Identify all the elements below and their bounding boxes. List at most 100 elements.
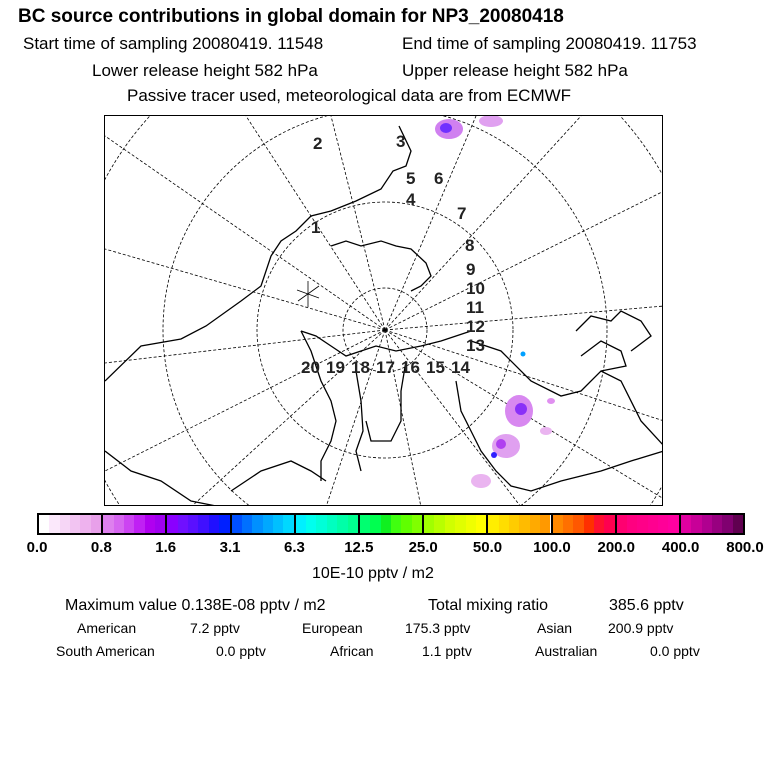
tracer-note: Passive tracer used, meteorological data… bbox=[127, 86, 572, 105]
colorbar-swatch bbox=[370, 515, 381, 533]
colorbar-swatch bbox=[455, 515, 466, 533]
traj-label: 15 bbox=[426, 358, 445, 377]
graticule bbox=[105, 116, 662, 505]
colorbar-swatch bbox=[49, 515, 60, 533]
lower-release-height: Lower release height 582 hPa bbox=[92, 61, 318, 80]
colorbar-swatch bbox=[529, 515, 541, 533]
colorbar-swatch bbox=[732, 515, 744, 533]
traj-label: 3 bbox=[396, 132, 405, 151]
traj-label: 14 bbox=[451, 358, 470, 377]
colorbar-swatch bbox=[701, 515, 712, 533]
traj-label: 8 bbox=[465, 236, 474, 255]
traj-label: 12 bbox=[466, 317, 485, 336]
traj-label: 16 bbox=[401, 358, 420, 377]
colorbar-swatch bbox=[711, 515, 723, 533]
colorbar-swatch bbox=[59, 515, 71, 533]
colorbar-swatch bbox=[509, 515, 520, 533]
region-value: 1.1 pptv bbox=[422, 643, 472, 659]
colorbar-swatch bbox=[80, 515, 91, 533]
trajectory-labels: 1 2 3 4 5 6 7 8 9 10 11 12 13 14 15 16 1… bbox=[301, 132, 485, 377]
colorbar-swatch bbox=[134, 515, 145, 533]
colorbar-swatch bbox=[326, 515, 338, 533]
region-name: Asian bbox=[537, 620, 573, 636]
colorbar-swatch bbox=[283, 515, 294, 533]
colorbar-swatch bbox=[401, 515, 412, 533]
region-name: African bbox=[330, 643, 374, 659]
colorbar-swatch bbox=[552, 515, 563, 533]
colorbar-swatch bbox=[691, 515, 702, 533]
colorbar-swatch bbox=[583, 515, 594, 533]
region-name: Australian bbox=[535, 643, 598, 659]
colorbar-tick-label: 200.0 bbox=[597, 539, 636, 556]
colorbar-swatch bbox=[273, 515, 284, 533]
colorbar-swatch bbox=[434, 515, 445, 533]
colorbar-swatch bbox=[498, 515, 510, 533]
region-value: 200.9 pptv bbox=[608, 620, 674, 636]
colorbar-swatch bbox=[722, 515, 733, 533]
colorbar-swatch bbox=[658, 515, 669, 533]
region-name: South American bbox=[56, 643, 155, 659]
region-value: 0.0 pptv bbox=[216, 643, 266, 659]
traj-label: 10 bbox=[466, 279, 485, 298]
colorbar-swatch bbox=[198, 515, 209, 533]
colorbar-segment bbox=[680, 515, 744, 533]
traj-label: 2 bbox=[313, 134, 322, 153]
colorbar-swatch bbox=[573, 515, 584, 533]
colorbar-swatch bbox=[241, 515, 253, 533]
colorbar-swatch bbox=[562, 515, 574, 533]
colorbar-segment bbox=[488, 515, 553, 533]
traj-label: 9 bbox=[466, 260, 475, 279]
colorbar-segment bbox=[295, 515, 360, 533]
colorbar-swatch bbox=[144, 515, 155, 533]
start-time: Start time of sampling 20080419. 11548 bbox=[23, 34, 324, 53]
colorbar-swatch bbox=[252, 515, 263, 533]
trajectory-marker bbox=[296, 281, 320, 307]
colorbar-swatch bbox=[519, 515, 530, 533]
traj-label: 17 bbox=[376, 358, 395, 377]
colorbar-swatch bbox=[475, 515, 487, 533]
colorbar-tick-label: 50.0 bbox=[472, 539, 503, 556]
total-mixing-value: 385.6 pptv bbox=[609, 597, 684, 614]
colorbar-swatch bbox=[208, 515, 220, 533]
plumes bbox=[435, 116, 555, 488]
colorbar-swatch bbox=[295, 515, 307, 533]
colorbar-segment bbox=[552, 515, 617, 533]
region-name: European bbox=[302, 620, 363, 636]
region-name: American bbox=[77, 620, 137, 636]
total-mixing-label: Total mixing ratio bbox=[428, 597, 549, 614]
traj-label: 4 bbox=[406, 190, 416, 209]
colorbar-swatch bbox=[103, 515, 114, 533]
colorbar-swatch bbox=[316, 515, 327, 533]
region-value: 175.3 pptv bbox=[405, 620, 471, 636]
colorbar-tick-label: 800.0 bbox=[726, 539, 764, 556]
colorbar-swatch bbox=[39, 515, 50, 533]
colorbar-tick-label: 6.3 bbox=[284, 539, 305, 556]
colorbar-tick-label: 400.0 bbox=[661, 539, 700, 556]
colorbar-swatch bbox=[424, 515, 435, 533]
traj-label: 5 bbox=[406, 169, 415, 188]
colorbar-swatch bbox=[465, 515, 476, 533]
colorbar-swatch bbox=[347, 515, 358, 533]
region-value: 0.0 pptv bbox=[650, 643, 700, 659]
polar-map: 1 2 3 4 5 6 7 8 9 10 11 12 13 14 15 16 1… bbox=[104, 115, 663, 506]
colorbar-segment bbox=[359, 515, 425, 533]
colorbar-swatch bbox=[680, 515, 692, 533]
traj-label: 19 bbox=[326, 358, 345, 377]
colorbar-tick-label: 12.5 bbox=[344, 539, 374, 556]
colorbar-swatch bbox=[444, 515, 456, 533]
colorbar-swatch bbox=[359, 515, 371, 533]
colorbar-swatch bbox=[306, 515, 317, 533]
colorbar-unit: 10E-10 pptv / m2 bbox=[312, 565, 434, 582]
colorbar-swatch bbox=[123, 515, 135, 533]
colorbar-swatch bbox=[177, 515, 189, 533]
colorbar-tick-label: 25.0 bbox=[408, 539, 438, 556]
colorbar-swatch bbox=[231, 515, 242, 533]
colorbar-swatch bbox=[113, 515, 124, 533]
traj-label: 18 bbox=[351, 358, 370, 377]
traj-label: 1 bbox=[311, 218, 320, 237]
colorbar-segment bbox=[39, 515, 104, 533]
colorbar-swatch bbox=[337, 515, 348, 533]
colorbar-swatch bbox=[647, 515, 659, 533]
colorbar-tick-label: 0.8 bbox=[90, 539, 112, 556]
traj-label: 11 bbox=[466, 298, 484, 317]
